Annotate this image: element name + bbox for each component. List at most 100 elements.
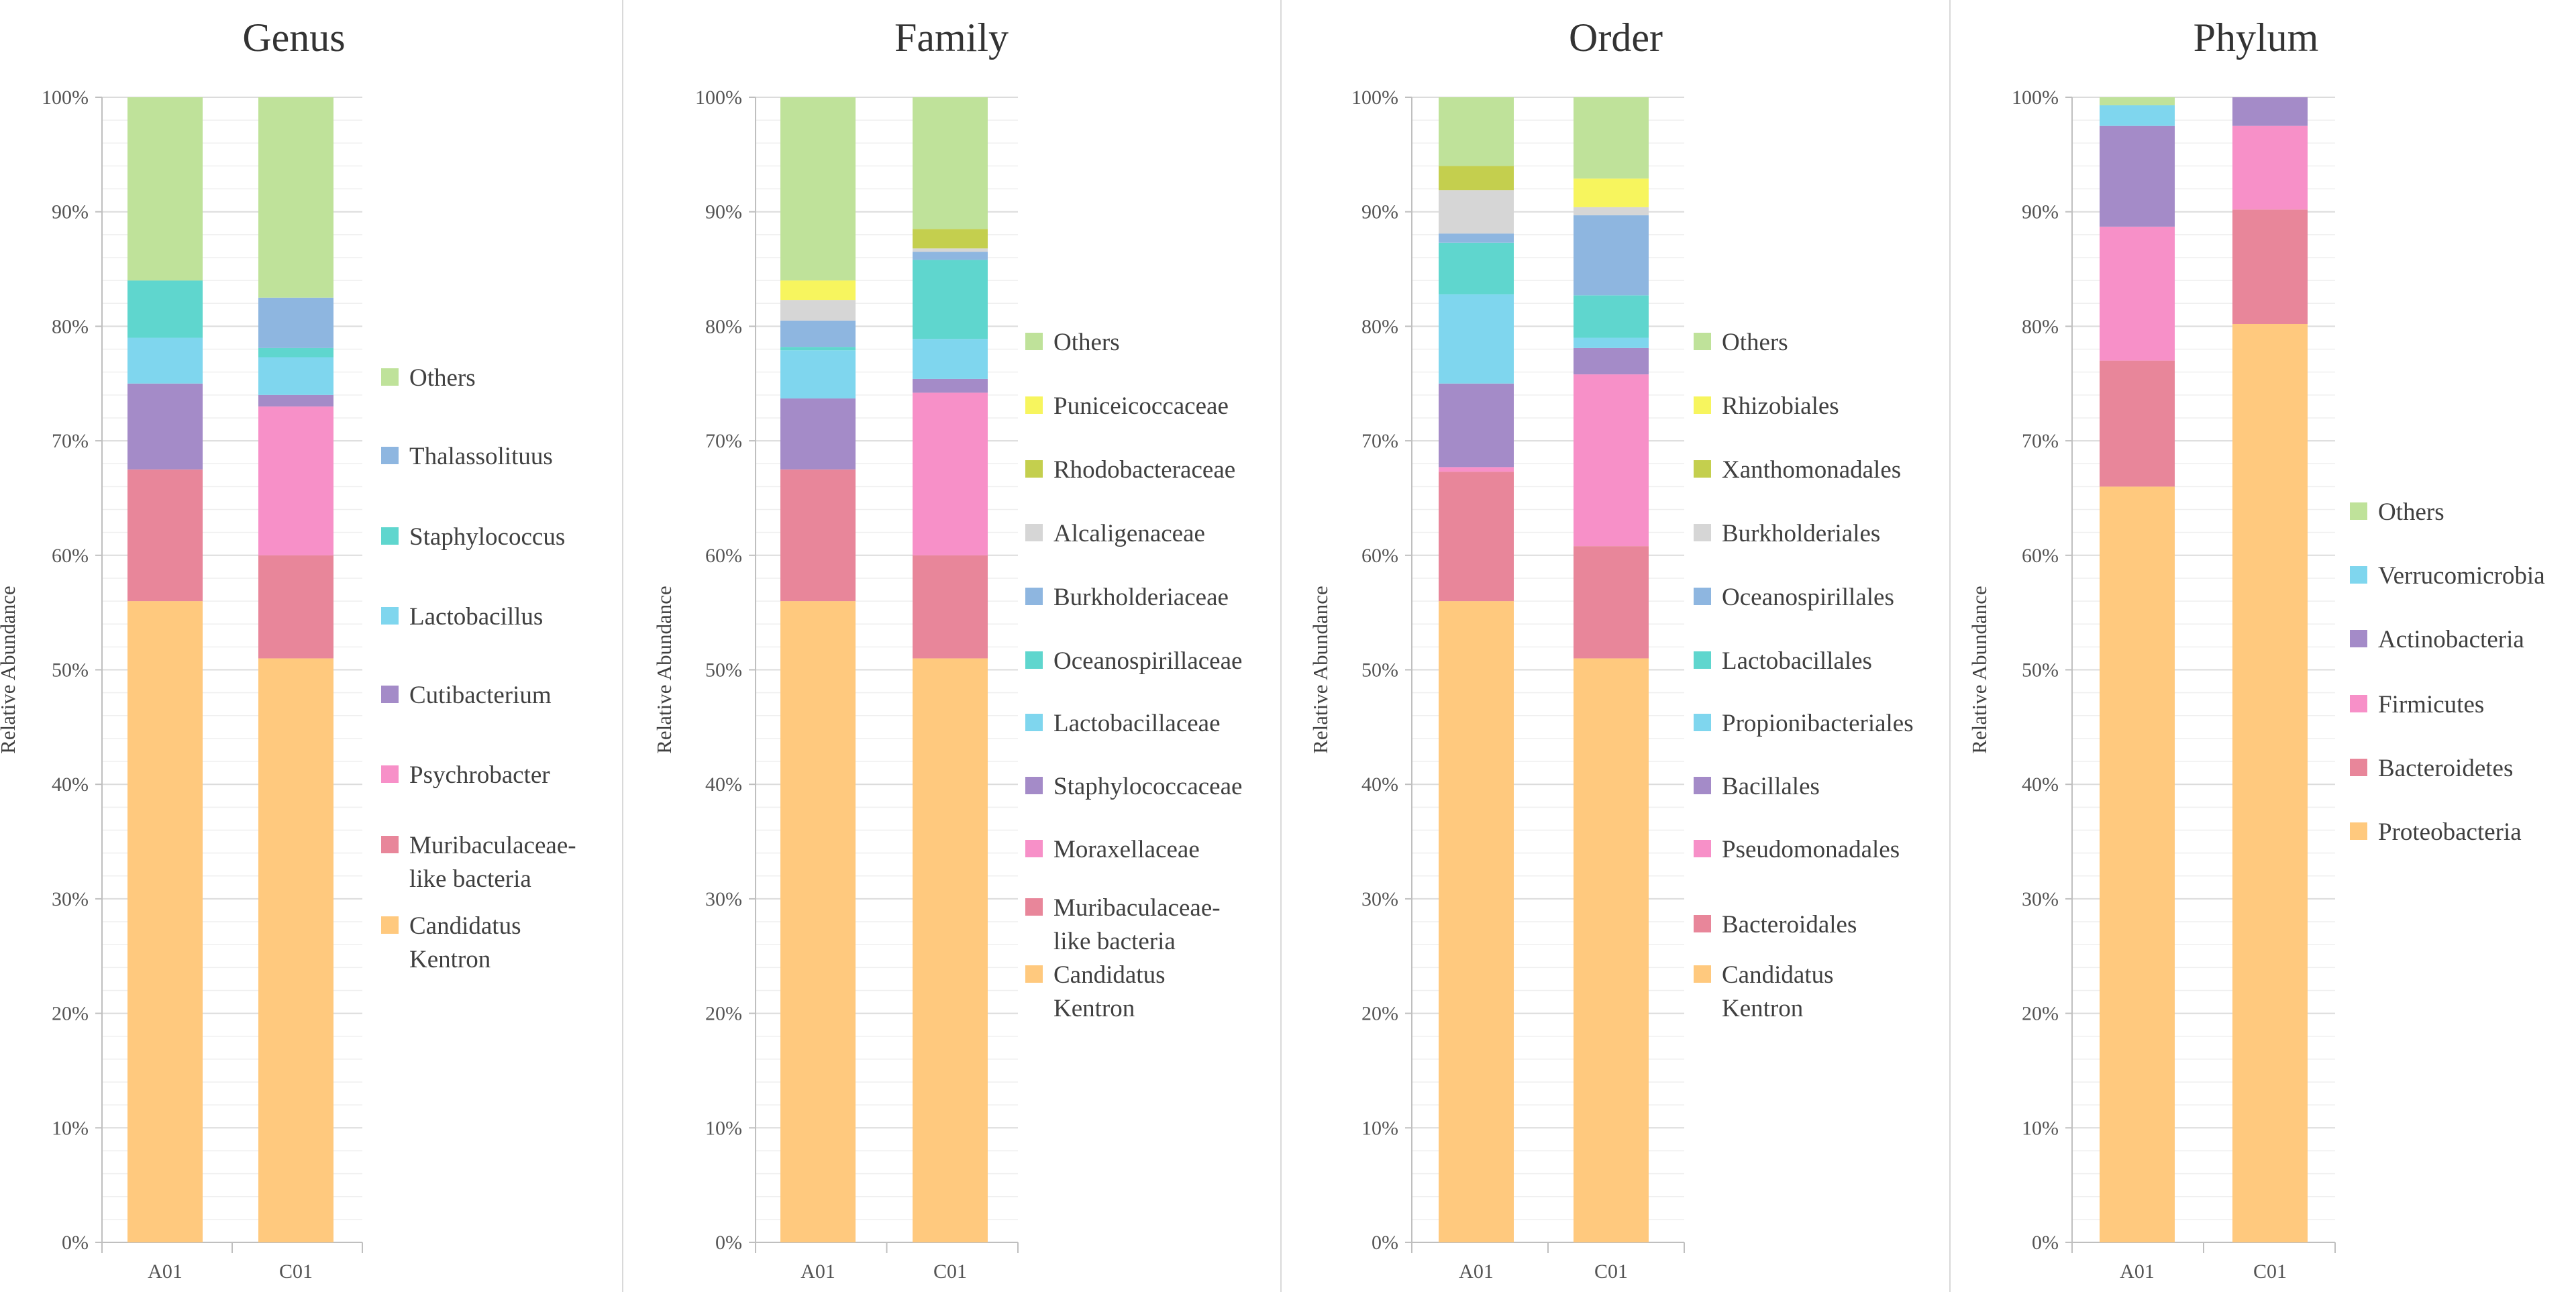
bar-segment-bacteroidales-a01[interactable] <box>1439 472 1514 602</box>
x-category-label: C01 <box>279 1260 313 1283</box>
y-tick-label: 90% <box>1361 201 1398 223</box>
bar-segment-alcaligenaceae-a01[interactable] <box>780 300 856 321</box>
bar-segment-oceanospirillaceae-c01[interactable] <box>913 260 988 339</box>
legend-swatch-moraxellaceae <box>1025 840 1043 857</box>
bar-segment-others-a01[interactable] <box>1439 97 1514 166</box>
y-tick-label: 0% <box>1372 1232 1398 1254</box>
bar-segment-psychrobacter-c01[interactable] <box>258 406 333 555</box>
y-tick-label: 100% <box>1351 87 1398 109</box>
legend-swatch-staphylococcaceae <box>1025 777 1043 794</box>
legend-swatch-candidatus-kentron <box>1694 965 1711 983</box>
bar-segment-propionibacteriales-c01[interactable] <box>1574 337 1649 348</box>
bar-segment-candidatus-kentron-c01[interactable] <box>913 658 988 1242</box>
chart-family: Family 0% 10% 20% 30% 40% 50% 60% 70% 80% 90% 100% R… <box>652 0 1282 1292</box>
legend-label-propionibacteriales: Propionibacteriales <box>1722 710 1914 737</box>
bar-segment-verrucomicrobia-a01[interactable] <box>2100 105 2175 126</box>
bar-segment-muribaculaceae-like-bacteria-c01[interactable] <box>913 555 988 659</box>
bar-segment-pseudomonadales-c01[interactable] <box>1574 374 1649 547</box>
y-tick-label: 100% <box>2012 87 2059 109</box>
bar-segment-muribaculaceae-like-bacteria-c01[interactable] <box>258 555 333 659</box>
bar-segment-moraxellaceae-c01[interactable] <box>913 392 988 555</box>
legend-label-cutibacterium: Cutibacterium <box>409 682 552 709</box>
y-tick-label: 40% <box>1361 773 1398 796</box>
bar-segment-bacillales-c01[interactable] <box>1574 347 1649 375</box>
bar-segment-others-a01[interactable] <box>2100 97 2175 105</box>
bar-segment-pseudomonadales-a01[interactable] <box>1439 467 1514 472</box>
bar-segment-burkholderiales-c01[interactable] <box>1574 207 1649 215</box>
bar-segment-firmicutes-c01[interactable] <box>2232 125 2308 210</box>
bar-segment-others-a01[interactable] <box>127 97 203 281</box>
bar-segment-others-c01[interactable] <box>913 97 988 229</box>
bar-segment-propionibacteriales-a01[interactable] <box>1439 294 1514 384</box>
bar-segment-bacillales-a01[interactable] <box>1439 383 1514 468</box>
y-tick-label: 10% <box>705 1117 742 1139</box>
bar-segment-bacteroidetes-c01[interactable] <box>2232 209 2308 324</box>
bar-segment-actinobacteria-c01[interactable] <box>2232 97 2308 126</box>
y-tick-label: 30% <box>52 888 89 910</box>
legend-label-others: Others <box>1722 329 1788 356</box>
bar-segment-rhizobiales-c01[interactable] <box>1574 178 1649 207</box>
bar-segment-candidatus-kentron-c01[interactable] <box>1574 658 1649 1242</box>
bar-segment-cutibacterium-a01[interactable] <box>127 383 203 470</box>
y-tick-label: 60% <box>52 545 89 567</box>
bar-segment-proteobacteria-c01[interactable] <box>2232 323 2308 1243</box>
bar-segment-burkholderiales-a01[interactable] <box>1439 190 1514 234</box>
bar-segment-burkholderiaceae-a01[interactable] <box>780 320 856 347</box>
bar-segment-oceanospirillales-a01[interactable] <box>1439 233 1514 243</box>
bar-segment-candidatus-kentron-a01[interactable] <box>780 601 856 1242</box>
bar-segment-muribaculaceae-like-bacteria-a01[interactable] <box>780 469 856 602</box>
bar-segment-oceanospirillales-c01[interactable] <box>1574 215 1649 296</box>
legend-swatch-others <box>2350 502 2367 520</box>
y-axis-label: Relative Abundance <box>1308 586 1332 754</box>
bar-segment-candidatus-kentron-a01[interactable] <box>127 601 203 1242</box>
legend-swatch-verrucomicrobia <box>2350 566 2367 584</box>
bar-segment-staphylococcus-c01[interactable] <box>258 347 333 358</box>
bar-segment-lactobacillaceae-a01[interactable] <box>780 350 856 398</box>
bar-segment-others-c01[interactable] <box>258 97 333 298</box>
legend-swatch-bacillales <box>1694 777 1711 794</box>
y-tick-label: 50% <box>705 659 742 682</box>
bar-segment-oceanospirillaceae-a01[interactable] <box>780 347 856 351</box>
legend-label-verrucomicrobia: Verrucomicrobia <box>2378 562 2545 590</box>
bar-segment-puniceicoccaceae-a01[interactable] <box>780 280 856 301</box>
y-tick-label: 30% <box>1361 888 1398 910</box>
bar-segment-staphylococcus-a01[interactable] <box>127 280 203 338</box>
bar-segment-proteobacteria-a01[interactable] <box>2100 486 2175 1242</box>
bar-segment-cutibacterium-c01[interactable] <box>258 394 333 407</box>
bar-segment-candidatus-kentron-a01[interactable] <box>1439 601 1514 1242</box>
bar-segment-firmicutes-a01[interactable] <box>2100 226 2175 361</box>
y-tick-label: 10% <box>2022 1117 2059 1139</box>
bar-segment-lactobacillaceae-c01[interactable] <box>913 339 988 379</box>
chart-phylum: Phylum 0% 10% 20% 30% 40% 50% 60% 70% 80% 90% 100% R… <box>1967 15 2545 1283</box>
y-tick-label: 60% <box>2022 545 2059 567</box>
y-tick-label: 80% <box>1361 315 1398 337</box>
bar-segment-others-c01[interactable] <box>1574 97 1649 179</box>
bar-segment-lactobacillus-a01[interactable] <box>127 337 203 384</box>
bar-segment-thalassolituus-c01[interactable] <box>258 297 333 348</box>
bar-segment-others-a01[interactable] <box>780 97 856 281</box>
bar-segment-bacteroidetes-a01[interactable] <box>2100 360 2175 487</box>
bar-segment-candidatus-kentron-c01[interactable] <box>258 658 333 1242</box>
bar-segment-lactobacillus-c01[interactable] <box>258 357 333 395</box>
bar-segment-actinobacteria-a01[interactable] <box>2100 125 2175 227</box>
legend-label-psychrobacter: Psychrobacter <box>409 761 550 789</box>
y-tick-label: 30% <box>705 888 742 910</box>
legend-label-firmicutes: Firmicutes <box>2378 691 2484 718</box>
bar-segment-muribaculaceae-like-bacteria-a01[interactable] <box>127 469 203 602</box>
legend-swatch-puniceicoccaceae <box>1025 396 1043 414</box>
bar-segment-lactobacillales-c01[interactable] <box>1574 295 1649 338</box>
legend-label-burkholderiales: Burkholderiales <box>1722 520 1880 547</box>
bar-segment-staphylococcaceae-c01[interactable] <box>913 378 988 393</box>
bar-segment-xanthomonadales-a01[interactable] <box>1439 166 1514 191</box>
legend-label-pseudomonadales: Pseudomonadales <box>1722 836 1900 863</box>
legend-swatch-thalassolituus <box>381 447 399 464</box>
bar-segment-staphylococcaceae-a01[interactable] <box>780 398 856 470</box>
bar-segment-alcaligenaceae-c01[interactable] <box>913 248 988 252</box>
y-tick-label: 60% <box>1361 545 1398 567</box>
y-tick-label: 80% <box>52 315 89 337</box>
bar-segment-lactobacillales-a01[interactable] <box>1439 242 1514 294</box>
bar-segment-burkholderiaceae-c01[interactable] <box>913 252 988 260</box>
bar-segment-bacteroidales-c01[interactable] <box>1574 546 1649 659</box>
bar-segment-rhodobacteraceae-c01[interactable] <box>913 229 988 249</box>
y-tick-label: 40% <box>52 773 89 796</box>
